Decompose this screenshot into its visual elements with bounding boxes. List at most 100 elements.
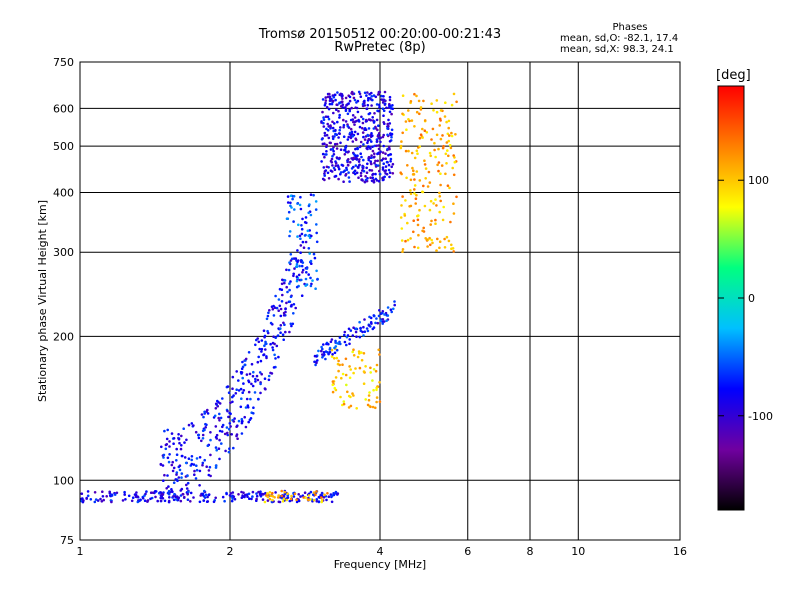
- data-point: [339, 395, 342, 399]
- data-point: [154, 495, 157, 499]
- data-point: [441, 218, 445, 222]
- data-point: [360, 358, 364, 362]
- data-point: [162, 479, 165, 483]
- data-point: [207, 469, 211, 472]
- data-point: [432, 202, 435, 205]
- data-point: [346, 138, 350, 141]
- data-point: [256, 360, 260, 364]
- data-point: [294, 306, 298, 310]
- data-point: [180, 472, 184, 475]
- data-point: [354, 147, 357, 151]
- data-point: [326, 95, 330, 99]
- data-point: [295, 275, 299, 279]
- data-point: [214, 464, 218, 467]
- data-point: [415, 193, 418, 197]
- data-point: [156, 499, 159, 503]
- data-point: [167, 489, 171, 493]
- data-point: [282, 314, 286, 317]
- data-point: [334, 98, 337, 102]
- data-point: [174, 478, 177, 481]
- data-point: [172, 494, 175, 498]
- data-point: [312, 493, 315, 497]
- data-point: [259, 382, 262, 386]
- data-point: [241, 376, 244, 380]
- data-point: [442, 205, 446, 209]
- data-point: [296, 249, 299, 252]
- data-point: [171, 469, 175, 473]
- data-point: [175, 495, 179, 498]
- data-point: [439, 119, 442, 122]
- data-point: [261, 492, 264, 496]
- data-point: [356, 110, 360, 114]
- data-point: [145, 490, 148, 493]
- data-point: [362, 382, 366, 386]
- data-point: [388, 105, 391, 109]
- data-point: [368, 391, 371, 394]
- data-point: [304, 240, 308, 244]
- data-point: [306, 229, 310, 233]
- data-point: [370, 154, 373, 157]
- data-point: [163, 473, 166, 477]
- data-point: [85, 497, 88, 500]
- data-point: [416, 218, 420, 222]
- data-point: [385, 160, 389, 164]
- data-point: [350, 92, 353, 95]
- data-point: [360, 155, 363, 159]
- data-point: [201, 463, 204, 467]
- data-point: [414, 202, 418, 205]
- data-point: [335, 142, 339, 146]
- colorbar-ticks: 100 0 -100: [718, 174, 773, 423]
- data-point: [237, 379, 240, 382]
- data-point: [399, 171, 403, 174]
- data-point: [313, 256, 317, 260]
- data-point: [248, 497, 251, 501]
- data-point: [367, 137, 371, 141]
- data-point: [335, 103, 339, 106]
- data-point: [450, 134, 454, 138]
- data-point: [454, 133, 457, 136]
- data-point: [366, 99, 370, 102]
- data-point: [385, 106, 388, 110]
- data-point: [386, 127, 389, 130]
- data-point: [428, 151, 432, 155]
- data-point: [438, 210, 442, 214]
- data-point: [218, 438, 221, 442]
- data-point: [321, 353, 324, 356]
- data-point: [334, 490, 338, 494]
- data-point: [185, 487, 189, 490]
- data-point: [226, 433, 229, 437]
- data-point: [237, 419, 241, 423]
- data-point: [338, 113, 342, 117]
- data-point: [375, 363, 379, 367]
- data-point: [321, 347, 324, 351]
- data-point: [314, 200, 318, 203]
- data-point: [334, 160, 337, 163]
- data-point: [334, 174, 338, 178]
- data-point: [339, 126, 342, 129]
- data-point: [356, 355, 360, 359]
- data-point: [447, 239, 451, 243]
- data-point: [259, 490, 262, 494]
- data-point: [199, 494, 202, 497]
- data-point: [445, 235, 449, 239]
- data-point: [344, 120, 348, 123]
- data-point: [373, 161, 376, 165]
- data-point: [141, 497, 145, 500]
- data-point: [273, 353, 276, 357]
- data-point: [387, 124, 390, 128]
- data-point: [352, 152, 356, 156]
- x-tick-label: 2: [227, 545, 234, 558]
- data-point: [281, 500, 285, 503]
- data-point: [334, 376, 338, 379]
- data-point: [450, 103, 454, 107]
- data-point: [263, 344, 266, 348]
- data-point: [209, 474, 212, 478]
- data-point: [272, 366, 276, 369]
- data-point: [418, 136, 422, 140]
- data-point: [194, 477, 198, 480]
- data-point: [383, 313, 386, 316]
- data-point: [198, 484, 201, 487]
- data-point: [361, 166, 365, 170]
- data-point: [374, 163, 378, 167]
- data-point: [195, 468, 199, 472]
